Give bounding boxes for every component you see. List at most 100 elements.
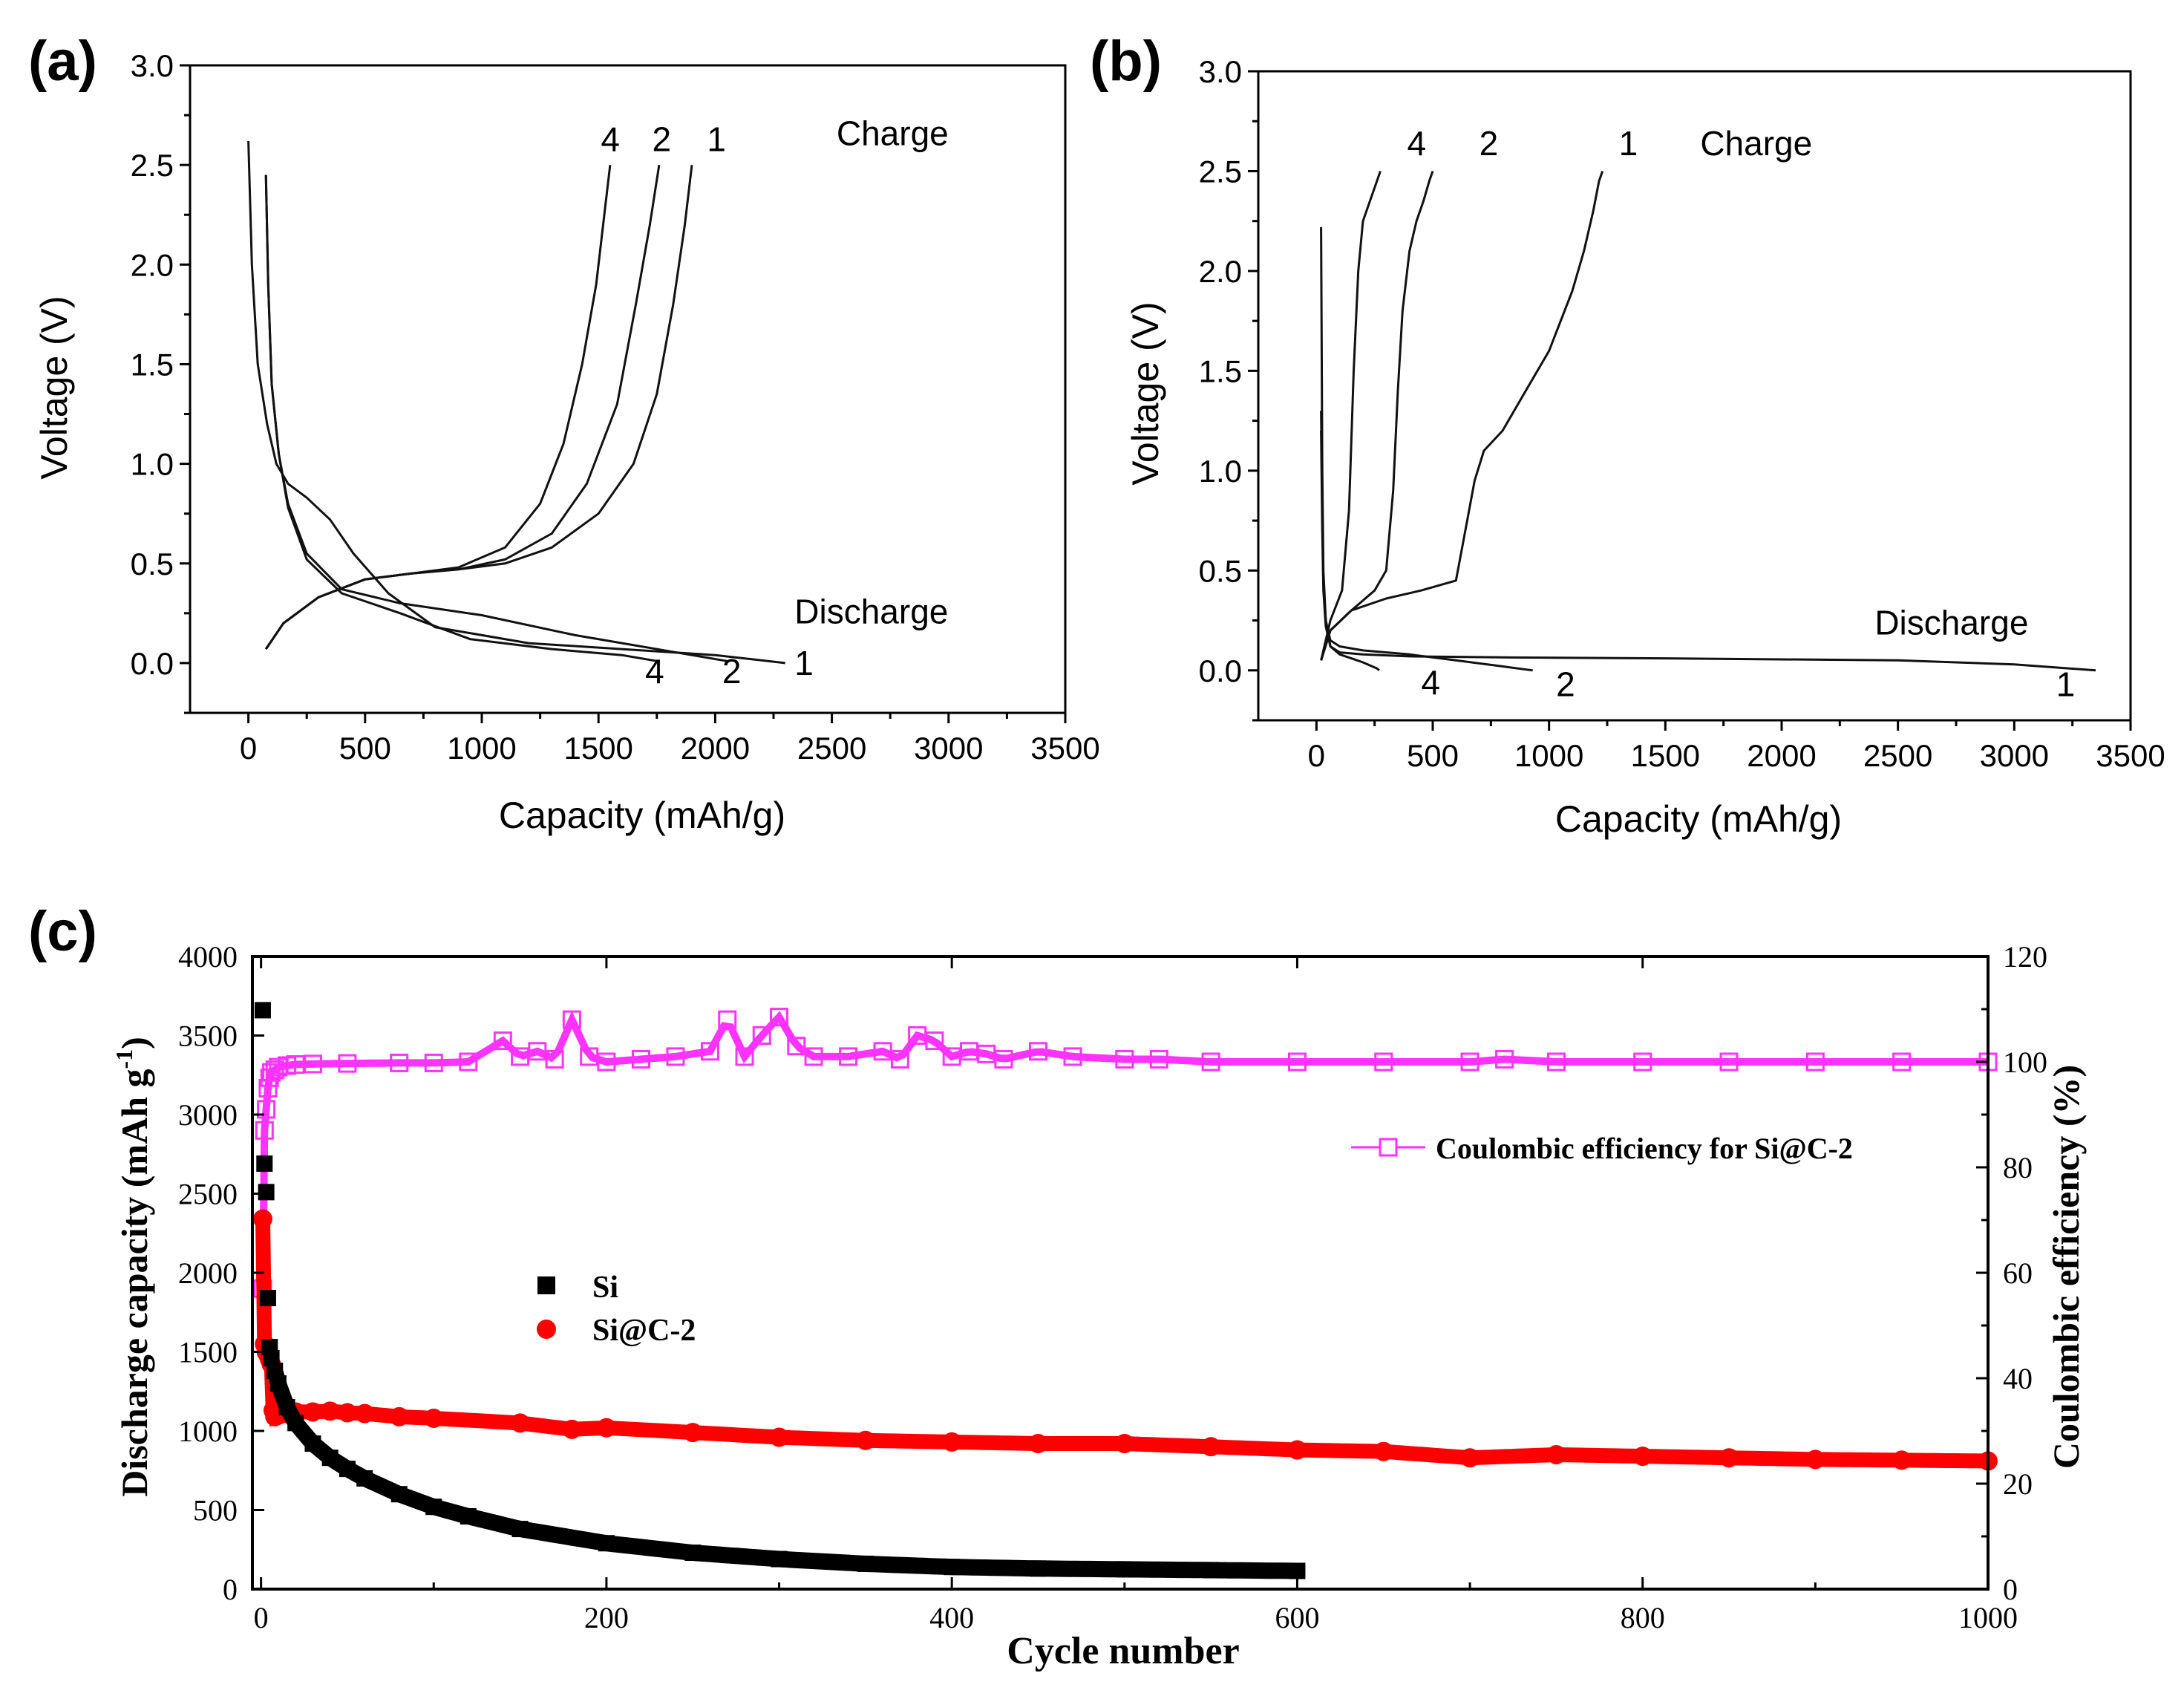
ce-point [424,1053,443,1072]
si-point [1289,1562,1306,1579]
ce-point [804,1047,823,1066]
ce-point [787,1037,806,1056]
panel-c-xtick-label: 200 [584,1601,629,1634]
si-point [1116,1561,1133,1578]
ce-point [545,1049,564,1069]
sic2-point [1201,1437,1221,1457]
ce-point [1546,1052,1566,1072]
panel-b-chart: 0 500 1000 1500 2000 2500 3000 3500 0.0 0.5 1.0 1.5… [1125,54,2165,840]
si-point [460,1508,477,1525]
sic2-point [355,1403,375,1424]
panel-c-xtick-label: 1000 [1958,1601,2018,1634]
panel-c-ylabel-close: ) [114,1037,155,1049]
si-point [263,1350,280,1367]
sic2-point [1805,1449,1825,1470]
ce-point [718,1010,737,1029]
panel-a-curve-discharge-4 [264,175,658,662]
si-point [857,1555,874,1572]
sic2-point [1028,1434,1048,1454]
panel-b-xtick-label: 2500 [1863,738,1932,773]
panel-c-ytick-label: 500 [193,1494,238,1527]
panel-a-xtick-label: 3500 [1030,731,1099,766]
ce-point [752,1026,771,1045]
si-point [321,1449,339,1467]
si-point [425,1499,442,1516]
si-point [287,1415,304,1432]
si-point [339,1461,356,1478]
panel-a-xlabel: Capacity (mAh/g) [499,795,785,836]
sic2-point [1546,1444,1566,1464]
ce-point [839,1047,858,1066]
panel-b-annotations: Charge Discharge 4 2 1 4 2 1 [1407,124,2076,704]
panel-c-markers [252,1002,1998,1579]
panel-b-xtick-label: 1000 [1514,738,1583,773]
panel-c-ytick-label: 2000 [178,1256,238,1290]
panel-label-a: (a) [28,30,97,93]
si-point [390,1486,408,1503]
panel-c-ytick-right-label: 40 [2003,1362,2033,1395]
panel-c-ylabel-sup: -1 [111,1049,137,1069]
panel-b-xtick-label: 2000 [1747,738,1816,773]
panel-c-ytick-right-label: 60 [2003,1256,2033,1290]
panel-label-c: (c) [28,900,97,963]
si-point [598,1535,615,1552]
panel-c-ytick-right-label: 80 [2003,1151,2033,1184]
panel-c-xtick-label: 400 [929,1601,974,1634]
panel-b-annotation: 2 [1556,665,1575,704]
panel-a-annotation: 4 [601,120,620,158]
panel-a-annotation: 2 [653,120,672,158]
sic2-point [252,1209,272,1229]
panel-a-annotation: Discharge [794,592,948,630]
sic2-point [1287,1440,1307,1460]
panel-c-xtick-label: 800 [1621,1601,1665,1634]
panel-b-xlabel: Capacity (mAh/g) [1555,798,1842,840]
panel-b-annotation: Charge [1700,124,1812,163]
ce-point [1633,1052,1652,1072]
sic2-point [683,1423,703,1443]
panel-a-curve-discharge-1 [247,140,785,665]
panel-label-b: (b) [1090,30,1162,93]
legend-sic2-marker [537,1320,556,1339]
panel-c-ytick-label: 1500 [178,1336,238,1369]
sic2-point [510,1413,530,1433]
panel-b-xtick-label: 500 [1407,738,1459,773]
panel-a-chart: 0 500 1000 1500 2000 2500 3000 3500 0.0 0.5 1.0 1.5… [33,48,1100,836]
panel-c-ylabel-main: Discharge capacity (mAh g [114,1069,155,1497]
si-point [1203,1562,1220,1579]
panel-b-curve-charge-2 [1320,171,1434,661]
ce-point [1495,1049,1514,1069]
sic2-point [1719,1448,1739,1468]
panel-a-xtick-label: 500 [339,731,391,766]
sic2-point [1632,1447,1652,1467]
panel-a-xtick-label: 2500 [797,731,866,766]
ce-point [1028,1042,1047,1061]
ce-point [890,1049,909,1069]
panel-a-ytick-label: 1.5 [131,347,174,382]
ce-point [770,1008,789,1027]
panel-b-xtick-label: 1500 [1631,738,1700,773]
panel-b-annotation: Discharge [1874,603,2028,642]
panel-c-ytick-label: 0 [223,1573,238,1606]
panel-a-ytick-label: 1.0 [131,447,174,482]
panel-c-ytick-right-label: 0 [2003,1573,2018,1606]
panel-a-ytick-label: 0.0 [131,646,174,681]
panel-b-ytick-label: 3.0 [1199,54,1242,89]
panel-c-ytick-right-label: 20 [2003,1467,2033,1501]
sic2-point [596,1418,616,1438]
ce-point [390,1053,409,1072]
sic2-point [424,1408,444,1428]
panel-b-xtick-label: 0 [1308,738,1325,773]
ce-point [1149,1049,1168,1069]
si-point [256,1155,273,1173]
si-point [267,1363,284,1380]
sic2-point [942,1432,962,1452]
panel-a-xtick-label: 1500 [563,731,632,766]
panel-c-ytick-label: 4000 [178,940,238,974]
panel-a-plot-frame [189,64,1067,714]
panel-b-curves [1320,171,2096,672]
sic2-point [1114,1434,1134,1454]
panel-a-curve-charge-4 [264,165,612,650]
ce-line [259,1011,1988,1289]
panel-c-ytick-label: 2500 [178,1178,238,1211]
